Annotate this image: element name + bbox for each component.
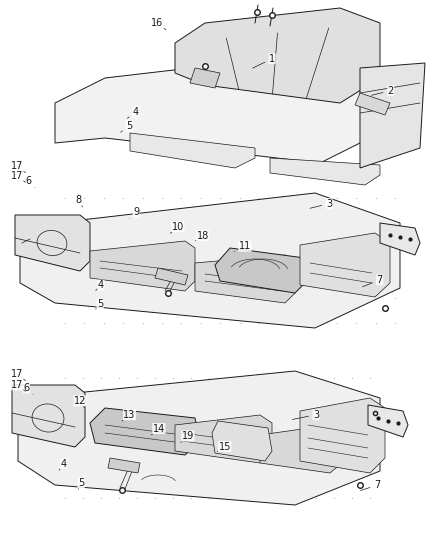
Text: 5: 5 xyxy=(95,299,103,309)
Polygon shape xyxy=(359,63,424,168)
Text: 18: 18 xyxy=(195,231,208,241)
Text: 13: 13 xyxy=(122,410,135,421)
Text: 1: 1 xyxy=(252,54,275,68)
Text: 5: 5 xyxy=(120,121,132,132)
Text: 4: 4 xyxy=(127,107,139,118)
Text: 9: 9 xyxy=(129,207,139,219)
Polygon shape xyxy=(212,421,272,461)
Polygon shape xyxy=(190,68,219,88)
Polygon shape xyxy=(90,241,194,291)
Polygon shape xyxy=(18,371,379,505)
Polygon shape xyxy=(354,93,389,115)
Text: 7: 7 xyxy=(360,480,380,490)
Text: 5: 5 xyxy=(78,478,84,489)
Polygon shape xyxy=(55,53,389,163)
Polygon shape xyxy=(269,158,379,185)
Text: 3: 3 xyxy=(292,410,318,419)
Text: 8: 8 xyxy=(75,196,82,207)
Text: 11: 11 xyxy=(234,241,251,252)
Text: 15: 15 xyxy=(217,442,230,451)
Text: 4: 4 xyxy=(59,459,67,470)
Polygon shape xyxy=(299,233,389,297)
Text: 12: 12 xyxy=(74,396,86,408)
Polygon shape xyxy=(194,255,294,303)
Text: 10: 10 xyxy=(170,222,184,233)
Polygon shape xyxy=(259,425,341,473)
Polygon shape xyxy=(130,133,254,168)
Text: 17: 17 xyxy=(11,369,25,381)
Polygon shape xyxy=(379,223,419,255)
Polygon shape xyxy=(367,405,407,437)
Polygon shape xyxy=(175,415,272,463)
Polygon shape xyxy=(90,408,200,455)
Polygon shape xyxy=(215,248,309,293)
Text: 3: 3 xyxy=(309,199,332,208)
Text: 7: 7 xyxy=(362,275,382,287)
Polygon shape xyxy=(175,8,379,103)
Text: 4: 4 xyxy=(95,280,104,290)
Polygon shape xyxy=(108,458,140,473)
Text: 6: 6 xyxy=(25,176,35,188)
Text: 17: 17 xyxy=(11,171,25,182)
Text: 16: 16 xyxy=(151,19,166,30)
Polygon shape xyxy=(15,215,90,271)
Polygon shape xyxy=(12,385,85,447)
Text: 6: 6 xyxy=(23,383,33,394)
Text: 14: 14 xyxy=(151,424,165,435)
Text: 17: 17 xyxy=(11,161,25,173)
Text: 19: 19 xyxy=(180,431,194,442)
Polygon shape xyxy=(299,398,384,473)
Text: 17: 17 xyxy=(11,380,25,391)
Polygon shape xyxy=(20,193,399,328)
Polygon shape xyxy=(155,268,187,285)
Text: 2: 2 xyxy=(371,86,393,95)
